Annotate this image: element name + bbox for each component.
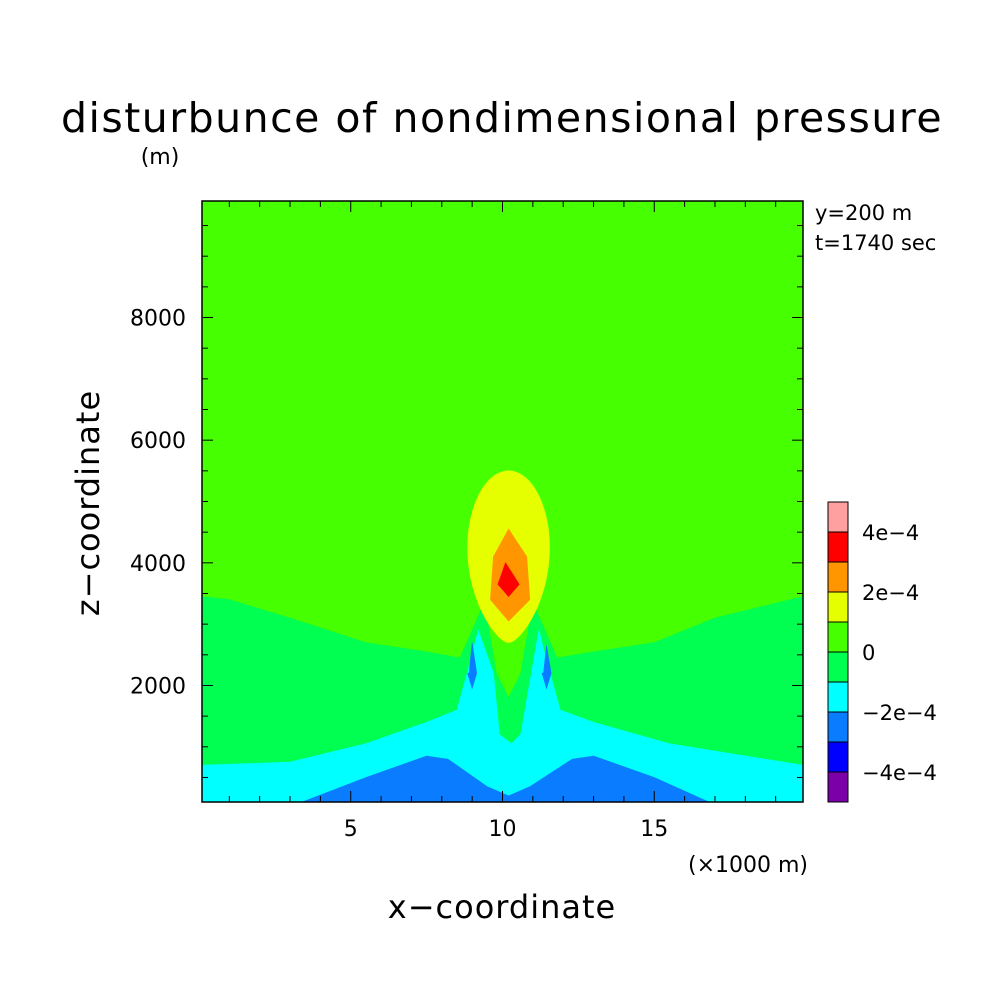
annotation-y-value: y=200 m (815, 201, 912, 225)
colorbar-swatch (828, 532, 848, 562)
x-tick-label: 15 (640, 817, 668, 842)
colorbar-label: −4e−4 (862, 761, 937, 785)
colorbar-swatch (828, 502, 848, 532)
x-tick-label: 5 (344, 817, 358, 842)
contour-region-5 (541, 645, 552, 690)
y-tick-label: 8000 (130, 307, 186, 332)
colorbar-label: 4e−4 (862, 521, 919, 545)
colorbar-swatch (828, 562, 848, 592)
colorbar-label: 0 (862, 641, 875, 665)
axis-ticks (202, 201, 803, 802)
x-tick-label: 10 (489, 817, 517, 842)
y-tick-labels: 2000 4000 6000 8000 (130, 307, 186, 700)
contour-region-3 (302, 755, 710, 802)
x-tick-labels: 5 10 15 (344, 817, 669, 842)
colorbar-label: 2e−4 (862, 581, 919, 605)
colorbar-swatch (828, 712, 848, 742)
y-tick-label: 6000 (130, 429, 186, 454)
y-tick-label: 4000 (130, 552, 186, 577)
colorbar-labels: 4e−4 2e−4 0 −2e−4 −4e−4 (862, 521, 937, 785)
colorbar (827, 501, 849, 803)
colorbar-label: −2e−4 (862, 701, 937, 725)
contour-regions (202, 201, 803, 802)
colorbar-swatch (828, 772, 848, 802)
colorbar-swatch (828, 622, 848, 652)
colorbar-swatch (828, 682, 848, 712)
x-axis-label: x−coordinate (388, 888, 616, 926)
annotation-time: t=1740 sec (815, 231, 936, 255)
title-units: (m) (141, 145, 180, 170)
chart-title: disturbunce of nondimensional pressure (61, 94, 943, 142)
colorbar-swatch (828, 742, 848, 772)
colorbar-swatch (828, 652, 848, 682)
contour-region-4 (467, 642, 478, 690)
contour-region-8 (497, 562, 520, 598)
y-axis-label: z−coordinate (69, 390, 107, 616)
colorbar-swatch (828, 592, 848, 622)
y-tick-label: 2000 (130, 674, 186, 699)
x-axis-units: (×1000 m) (688, 853, 808, 878)
contour-region-2 (202, 629, 803, 802)
